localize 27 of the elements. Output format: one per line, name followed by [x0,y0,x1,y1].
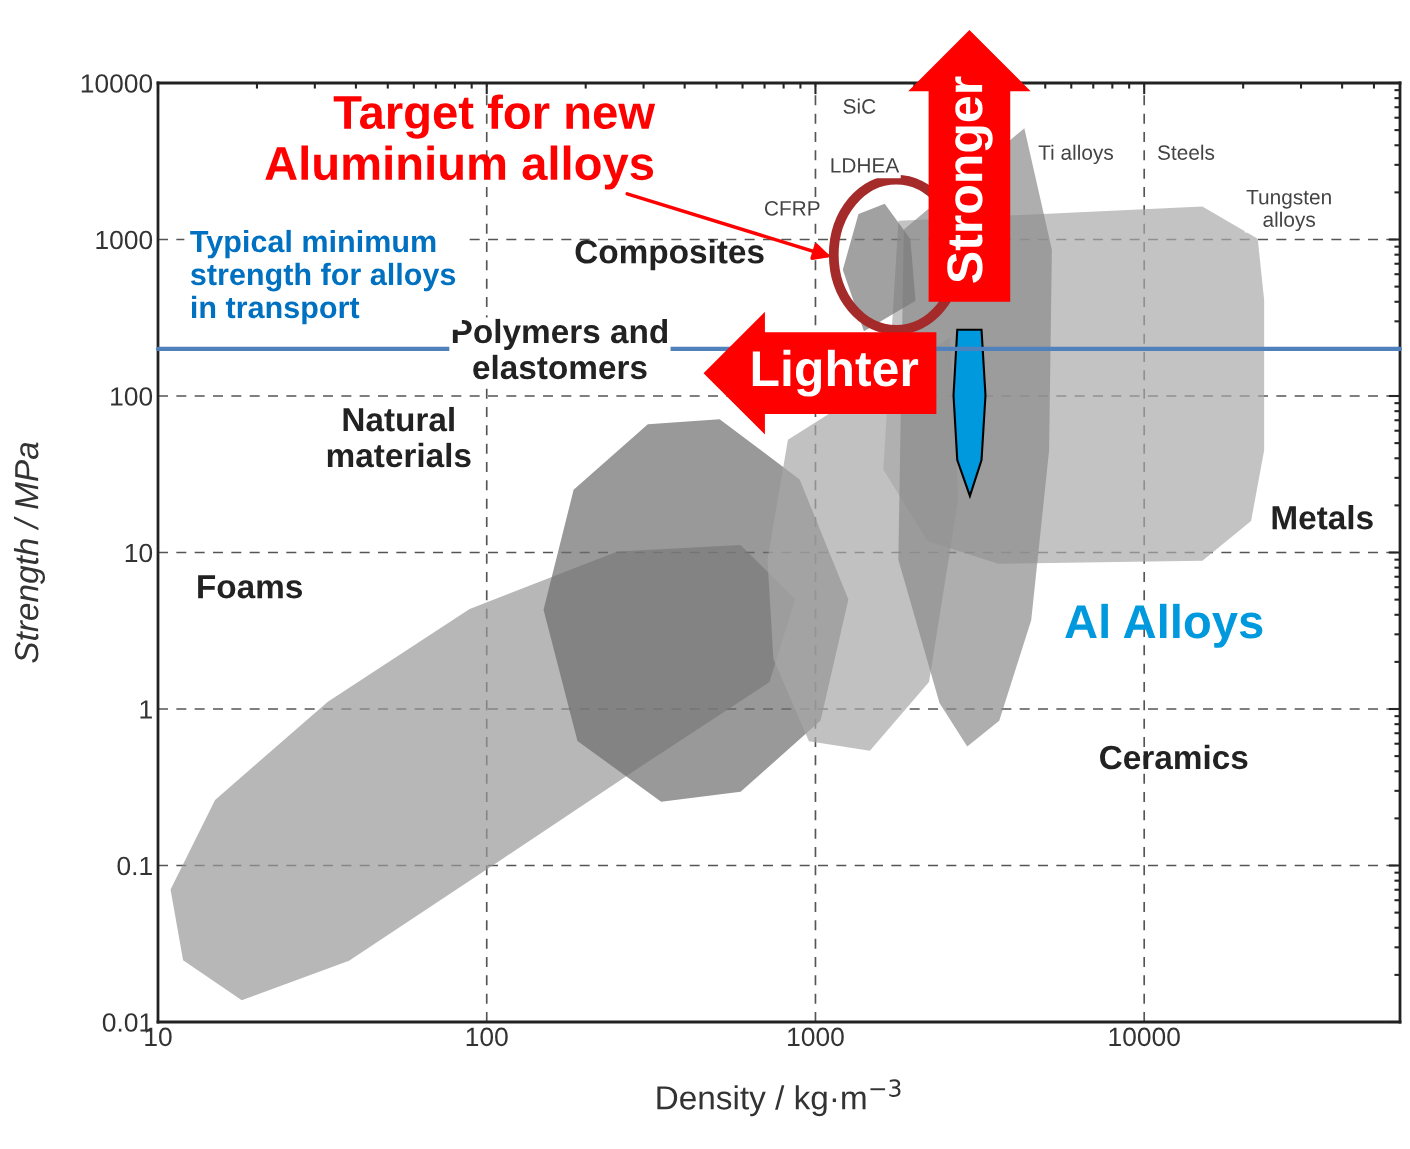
annotation: Stronger [947,76,993,283]
annotation: Foams [198,575,302,599]
y-tick-label: 10 [125,543,153,563]
annotation: Composites [575,239,764,271]
x-tick-label: 10000 [1109,1027,1180,1047]
annotation: Ti alloys [1038,144,1114,165]
y-tick-label: 10000 [81,74,153,93]
annotation: LDHEA [831,158,900,173]
annotation: Metals [1272,505,1373,530]
annotation: Steels [1157,144,1215,160]
annotation: Target for new Aluminium alloys [265,94,656,190]
x-tick-label: 1000 [788,1027,844,1047]
x-tick-label: 100 [466,1027,508,1047]
annotation: Tungsten alloys [1246,189,1331,232]
annotation: Polymers and elastomers [452,318,668,380]
annotation: Al Alloys [1065,603,1263,648]
x-axis-title: Density / kg·m$^{−3}$ [657,1079,901,1117]
y-tick-label: 0.1 [117,856,152,876]
y-tick-label: 1000 [96,230,153,250]
y-tick-label: 100 [111,387,153,406]
y-axis-title: Strength / MPa [13,442,46,663]
annotation: Natural materials [327,406,471,468]
annotation: Ceramics [1100,744,1248,770]
annotation: SiC [843,98,876,114]
y-tick-label: 1 [140,700,152,719]
annotation: Lighter [752,349,919,397]
annotation: CFRP [764,200,820,216]
